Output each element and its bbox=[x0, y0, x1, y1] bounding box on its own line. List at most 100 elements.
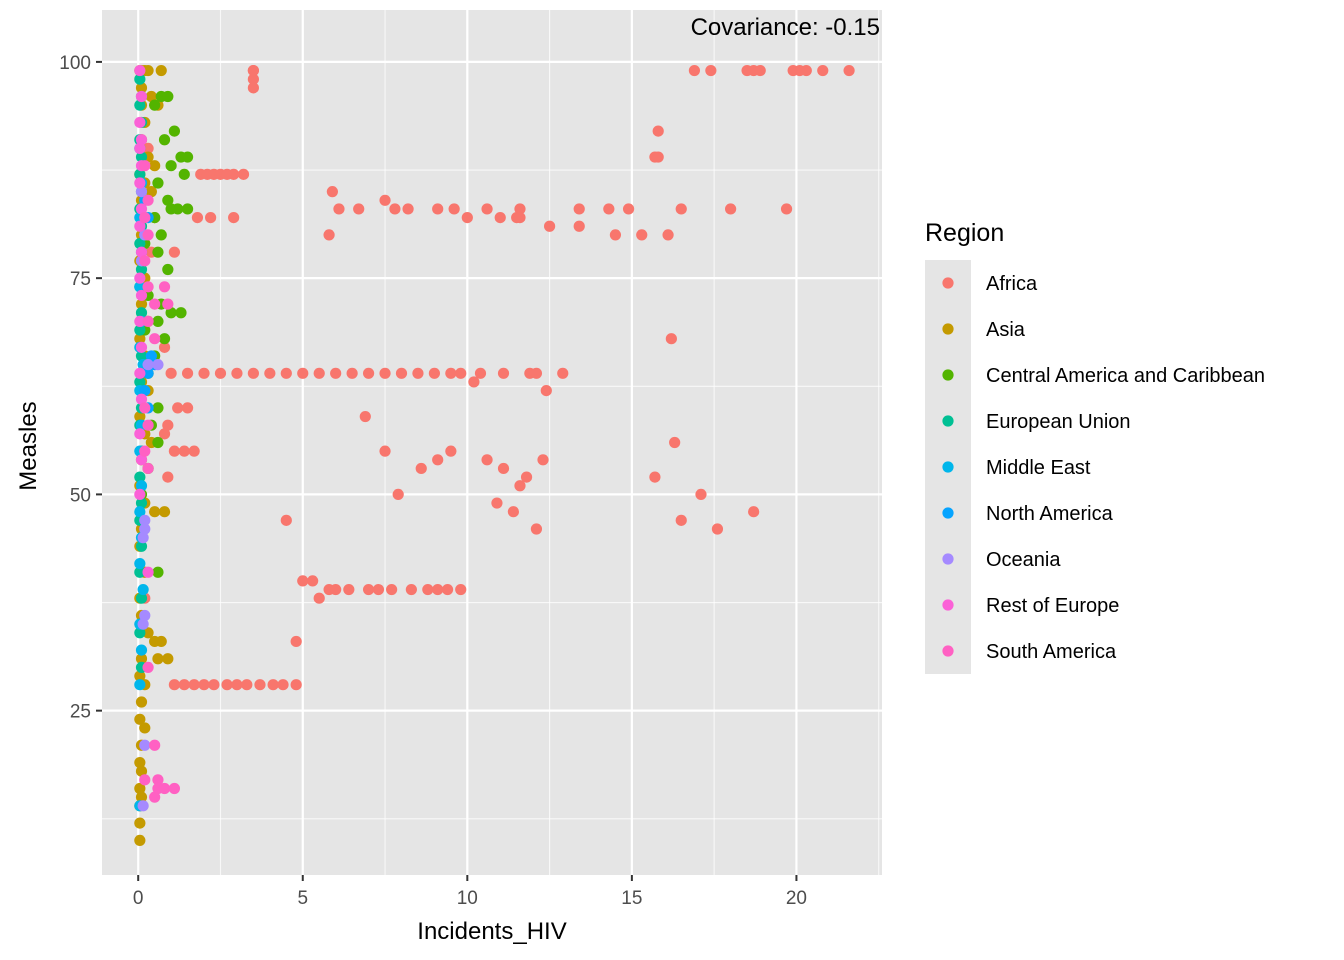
point-africa bbox=[603, 203, 615, 215]
x-tick-label: 20 bbox=[786, 888, 807, 909]
point-africa bbox=[168, 246, 181, 258]
point-rest-of-europe bbox=[135, 134, 148, 146]
point-south-america bbox=[149, 333, 161, 345]
legend-key-european-union bbox=[942, 415, 954, 427]
x-tick-label: 15 bbox=[621, 888, 642, 909]
point-central-america-and-caribbean bbox=[175, 307, 187, 319]
point-africa bbox=[379, 367, 391, 379]
point-oceania bbox=[142, 359, 154, 371]
point-oceania bbox=[135, 186, 148, 198]
point-africa bbox=[231, 679, 243, 691]
point-central-america-and-caribbean bbox=[168, 125, 181, 137]
point-africa bbox=[843, 64, 855, 77]
point-africa bbox=[267, 679, 279, 691]
point-asia bbox=[142, 64, 154, 77]
point-central-america-and-caribbean bbox=[165, 160, 177, 172]
point-africa bbox=[652, 151, 664, 163]
point-south-america bbox=[139, 774, 151, 786]
legend-key-asia bbox=[942, 323, 954, 335]
point-africa bbox=[178, 679, 190, 691]
point-european-union bbox=[135, 540, 148, 552]
point-south-america bbox=[158, 281, 171, 293]
legend-label-north-america: North America bbox=[986, 503, 1114, 525]
point-africa bbox=[748, 506, 760, 518]
point-european-union bbox=[135, 592, 148, 604]
point-africa bbox=[514, 480, 526, 492]
point-oceania bbox=[139, 739, 151, 751]
grid-lines bbox=[102, 10, 882, 875]
point-asia bbox=[145, 90, 157, 103]
point-asia bbox=[145, 186, 157, 198]
point-africa bbox=[405, 583, 417, 596]
covariance-annotation: Covariance: -0.15 bbox=[691, 14, 880, 41]
point-africa bbox=[412, 367, 424, 379]
point-central-america-and-caribbean bbox=[181, 203, 194, 215]
point-oceania bbox=[137, 618, 149, 630]
point-africa bbox=[609, 229, 622, 241]
point-africa bbox=[362, 583, 375, 596]
point-south-america bbox=[152, 774, 164, 786]
point-south-america bbox=[139, 402, 151, 414]
legend-key-africa bbox=[942, 277, 954, 289]
point-middle-east bbox=[134, 679, 146, 691]
point-european-union bbox=[134, 99, 146, 111]
point-africa bbox=[359, 410, 371, 423]
legend-key-north-america bbox=[942, 507, 954, 519]
point-africa bbox=[172, 402, 184, 414]
x-tick-label: 0 bbox=[133, 888, 144, 909]
point-rest-of-europe bbox=[135, 289, 148, 302]
legend: Region Africa Asia Central America and Car… bbox=[925, 219, 1265, 674]
point-africa bbox=[662, 229, 674, 241]
point-africa bbox=[297, 575, 309, 587]
point-european-union bbox=[135, 497, 148, 509]
point-european-union bbox=[134, 324, 146, 336]
point-africa bbox=[277, 679, 289, 691]
point-africa bbox=[188, 679, 200, 691]
legend-key-middle-east bbox=[942, 461, 954, 473]
point-south-america bbox=[142, 194, 154, 206]
point-africa bbox=[455, 583, 467, 596]
point-south-america bbox=[158, 782, 171, 795]
point-oceania bbox=[137, 532, 149, 544]
point-africa bbox=[432, 583, 444, 596]
point-asia bbox=[155, 64, 167, 77]
point-middle-east bbox=[134, 281, 146, 293]
point-africa bbox=[711, 523, 724, 535]
point-africa bbox=[649, 471, 661, 483]
point-africa bbox=[481, 203, 493, 215]
point-africa bbox=[237, 168, 250, 180]
legend-label-central-america-and-caribbean: Central America and Caribbean bbox=[986, 365, 1265, 387]
point-north-america bbox=[142, 367, 154, 379]
legend-key-oceania bbox=[942, 553, 954, 565]
point-africa bbox=[494, 212, 506, 224]
point-africa bbox=[162, 419, 174, 431]
point-africa bbox=[432, 203, 444, 215]
point-rest-of-europe bbox=[142, 566, 154, 578]
point-asia bbox=[134, 333, 146, 345]
point-south-america bbox=[149, 739, 161, 751]
point-africa bbox=[191, 212, 204, 224]
point-rest-of-europe bbox=[134, 428, 146, 440]
point-africa bbox=[622, 203, 635, 215]
point-africa bbox=[780, 203, 793, 215]
point-africa bbox=[491, 497, 503, 509]
point-africa bbox=[540, 385, 552, 397]
point-central-america-and-caribbean bbox=[152, 566, 164, 578]
point-africa bbox=[441, 583, 454, 596]
point-central-america-and-caribbean bbox=[158, 333, 171, 345]
point-africa bbox=[445, 367, 457, 379]
point-south-america bbox=[142, 315, 154, 327]
point-central-america-and-caribbean bbox=[162, 194, 174, 206]
point-middle-east bbox=[135, 480, 148, 492]
point-africa bbox=[205, 212, 217, 224]
point-africa bbox=[181, 402, 194, 414]
point-africa bbox=[422, 583, 434, 596]
point-central-america-and-caribbean bbox=[165, 307, 177, 319]
legend-label-africa: Africa bbox=[986, 273, 1038, 295]
x-tick-label: 10 bbox=[457, 888, 478, 909]
point-asia bbox=[139, 722, 151, 734]
point-oceania bbox=[137, 800, 149, 812]
legend-key-rest-of-europe bbox=[942, 599, 954, 611]
legend-label-asia: Asia bbox=[986, 319, 1026, 341]
point-south-america bbox=[162, 298, 174, 310]
